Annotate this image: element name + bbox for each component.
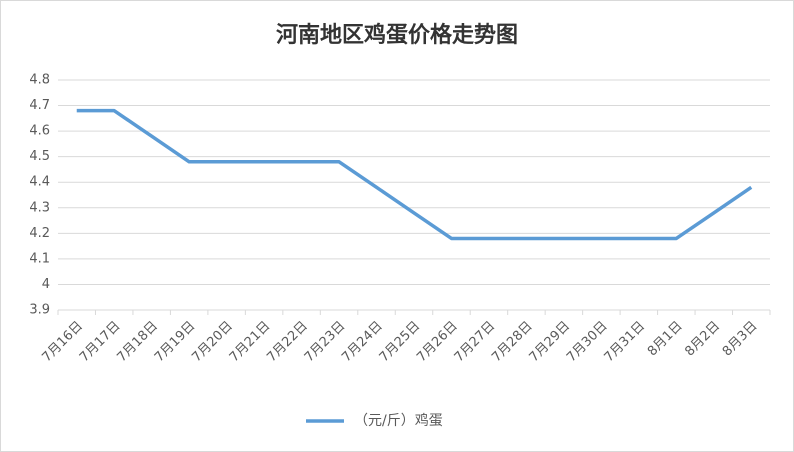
- chart-title: 河南地区鸡蛋价格走势图: [276, 22, 518, 48]
- legend-label: （元/斤）鸡蛋: [354, 412, 443, 429]
- y-tick-label: 4.6: [29, 124, 50, 139]
- y-tick-label: 4.4: [29, 175, 50, 190]
- y-tick-label: 4.2: [29, 226, 50, 241]
- y-tick-label: 4.1: [29, 251, 50, 266]
- y-tick-label: 4.8: [29, 73, 50, 88]
- y-tick-label: 4: [42, 277, 50, 292]
- y-tick-label: 4.5: [29, 149, 50, 164]
- y-tick-label: 4.7: [29, 98, 50, 113]
- data-line: [76, 108, 753, 241]
- y-tick-label: 3.9: [29, 303, 50, 318]
- y-tick-label: 4.3: [29, 200, 50, 215]
